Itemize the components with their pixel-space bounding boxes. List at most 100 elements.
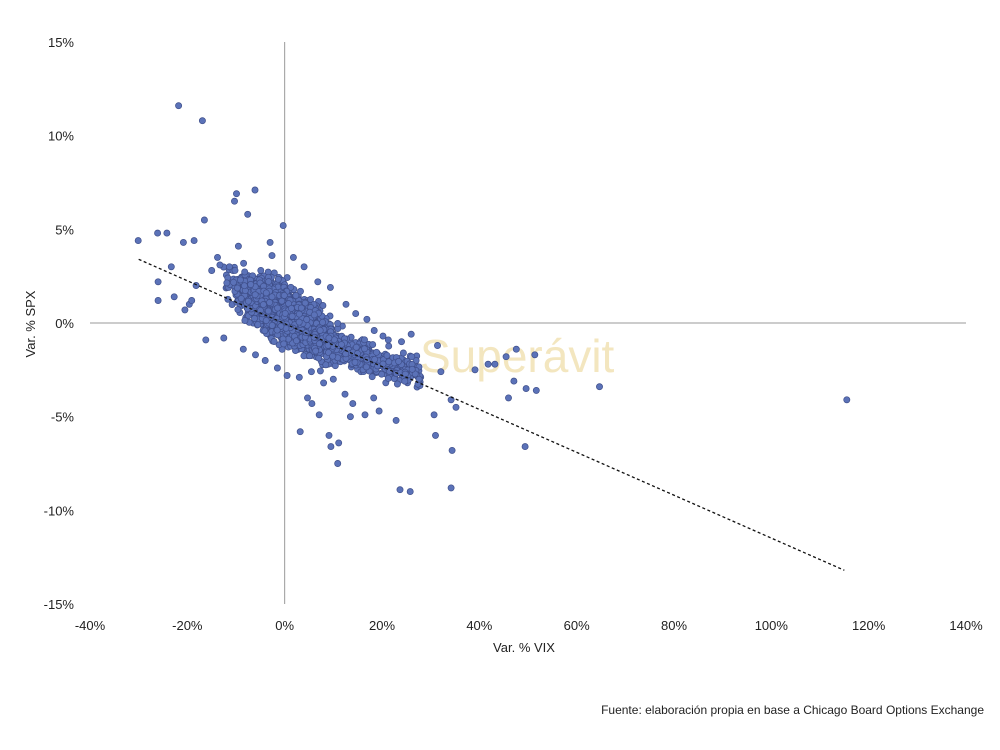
data-point bbox=[251, 291, 259, 299]
data-point bbox=[368, 373, 376, 381]
data-point bbox=[362, 363, 370, 371]
data-point bbox=[268, 321, 276, 329]
source-note: Fuente: elaboración propia en base a Chi… bbox=[601, 703, 984, 717]
data-point bbox=[266, 238, 274, 246]
x-tick-label: 40% bbox=[466, 618, 492, 633]
data-point bbox=[259, 301, 267, 309]
x-tick-label: -40% bbox=[75, 618, 106, 633]
axes bbox=[90, 42, 966, 604]
data-point bbox=[190, 237, 198, 245]
data-point bbox=[385, 358, 393, 366]
data-point bbox=[192, 282, 200, 289]
data-point bbox=[208, 267, 216, 274]
y-tick-label: 5% bbox=[55, 222, 74, 237]
data-point bbox=[278, 297, 286, 305]
y-tick-label: 0% bbox=[55, 316, 74, 331]
data-point bbox=[264, 307, 272, 315]
data-point bbox=[392, 416, 400, 424]
data-points bbox=[134, 102, 851, 496]
y-tick-label: -10% bbox=[44, 503, 75, 518]
data-point bbox=[273, 326, 281, 334]
data-point bbox=[385, 342, 393, 350]
data-point bbox=[361, 336, 368, 344]
x-axis-label: Var. % VIX bbox=[493, 640, 555, 655]
x-tick-label: 120% bbox=[852, 618, 886, 633]
data-point bbox=[324, 341, 332, 349]
data-point bbox=[244, 210, 252, 218]
x-tick-label: -20% bbox=[172, 618, 203, 633]
data-point bbox=[280, 340, 288, 348]
data-point bbox=[252, 351, 259, 359]
data-point bbox=[329, 352, 337, 360]
data-point bbox=[406, 488, 414, 496]
data-point bbox=[401, 370, 409, 378]
data-point bbox=[202, 336, 210, 344]
data-point bbox=[268, 293, 276, 301]
data-point bbox=[383, 351, 391, 359]
data-point bbox=[452, 403, 460, 411]
data-point bbox=[281, 309, 289, 317]
data-point bbox=[295, 318, 303, 326]
data-point bbox=[230, 278, 237, 286]
data-point bbox=[327, 443, 335, 451]
data-point bbox=[342, 350, 350, 358]
data-point bbox=[163, 229, 171, 237]
data-point bbox=[154, 297, 162, 304]
data-point bbox=[262, 289, 270, 297]
data-point bbox=[231, 197, 238, 205]
data-point bbox=[233, 284, 241, 292]
data-point bbox=[522, 385, 530, 393]
data-point bbox=[346, 413, 354, 421]
data-point bbox=[843, 396, 851, 404]
data-point bbox=[502, 353, 510, 361]
data-point bbox=[216, 261, 224, 269]
data-point bbox=[315, 411, 323, 419]
data-point bbox=[283, 372, 291, 379]
data-point bbox=[244, 297, 252, 305]
data-point bbox=[268, 252, 276, 260]
data-point bbox=[280, 291, 288, 299]
data-point bbox=[375, 407, 383, 415]
data-point bbox=[491, 360, 499, 368]
data-point bbox=[434, 342, 441, 349]
data-point bbox=[266, 299, 274, 306]
data-point bbox=[288, 312, 296, 320]
data-point bbox=[214, 253, 221, 261]
data-point bbox=[334, 320, 342, 327]
data-point bbox=[395, 357, 403, 365]
data-point bbox=[335, 439, 343, 447]
data-point bbox=[265, 278, 273, 286]
data-point bbox=[531, 351, 539, 359]
data-point bbox=[300, 263, 308, 271]
data-point bbox=[342, 300, 350, 308]
data-point bbox=[325, 431, 333, 439]
data-point bbox=[326, 283, 334, 291]
tick-labels: -40% -20% 0% 20% 40% 60% 80% 100% 120% 140% 15% 10%… bbox=[44, 35, 983, 633]
y-tick-label: 10% bbox=[48, 129, 74, 144]
data-point bbox=[175, 102, 183, 110]
data-point bbox=[295, 373, 303, 381]
data-point bbox=[262, 317, 270, 324]
data-point bbox=[484, 360, 492, 368]
data-point bbox=[432, 431, 439, 439]
data-point bbox=[287, 304, 295, 312]
data-point bbox=[134, 237, 142, 245]
data-point bbox=[384, 336, 392, 344]
y-tick-label: 15% bbox=[48, 35, 74, 50]
data-point bbox=[322, 361, 330, 369]
data-point bbox=[234, 242, 242, 250]
data-point bbox=[430, 411, 438, 419]
data-point bbox=[399, 349, 407, 357]
data-point bbox=[407, 330, 415, 338]
data-point bbox=[304, 394, 311, 402]
data-point bbox=[273, 364, 281, 372]
data-point bbox=[361, 345, 368, 353]
data-point bbox=[251, 315, 258, 322]
data-point bbox=[393, 380, 401, 388]
data-point bbox=[270, 338, 278, 345]
trendline-group bbox=[138, 258, 845, 571]
data-point bbox=[308, 400, 316, 408]
data-point bbox=[287, 283, 295, 291]
data-point bbox=[329, 375, 337, 383]
data-point bbox=[396, 486, 404, 494]
